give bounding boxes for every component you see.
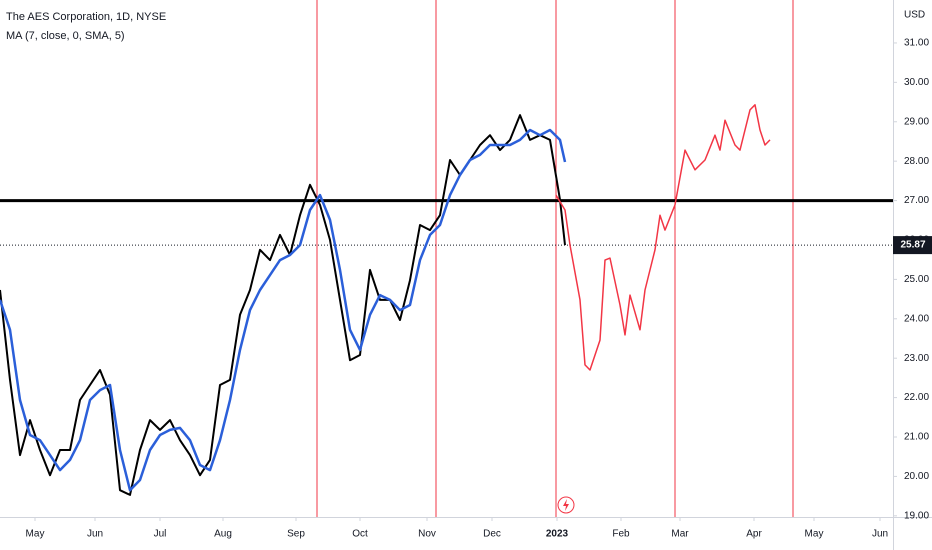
y-tick-label: 19.00	[904, 510, 929, 521]
price-line	[0, 128, 567, 492]
x-tick-label: Jul	[154, 529, 167, 540]
y-tick-label: 22.00	[904, 392, 929, 403]
y-tick-label: 29.00	[904, 116, 929, 127]
currency-label: USD	[904, 10, 925, 21]
x-tick-label: 2023	[546, 529, 569, 540]
event-icon	[557, 496, 575, 514]
x-tick-label: May	[26, 529, 45, 540]
x-tick-label: Sep	[287, 529, 305, 540]
price-line	[555, 104, 771, 371]
x-tick-label: Jun	[87, 529, 103, 540]
chart-title: The AES Corporation, 1D, NYSE	[6, 11, 166, 23]
x-tick-label: Feb	[612, 529, 630, 540]
y-tick-label: 25.00	[904, 274, 929, 285]
x-tick-label: Apr	[746, 529, 762, 540]
x-tick-label: May	[805, 529, 824, 540]
y-tick-label: 28.00	[904, 156, 929, 167]
indicator-label: MA (7, close, 0, SMA, 5)	[6, 30, 125, 42]
x-tick-label: Jun	[872, 529, 888, 540]
x-tick-label: Aug	[214, 529, 232, 540]
last-price-box	[893, 236, 932, 255]
y-tick-label: 24.00	[904, 313, 929, 324]
x-tick-label: Mar	[671, 529, 689, 540]
y-tick-label: 27.00	[904, 195, 929, 206]
price-line	[0, 114, 566, 496]
x-tick-label: Oct	[352, 529, 368, 540]
y-tick-label: 30.00	[904, 77, 929, 88]
y-tick-label: 20.00	[904, 471, 929, 482]
y-tick-label: 31.00	[904, 38, 929, 49]
y-tick-label: 21.00	[904, 432, 929, 443]
y-tick-label: 23.00	[904, 353, 929, 364]
last-price-label: 25.87	[900, 240, 925, 251]
x-tick-label: Nov	[418, 529, 436, 540]
x-tick-label: Dec	[483, 529, 501, 540]
